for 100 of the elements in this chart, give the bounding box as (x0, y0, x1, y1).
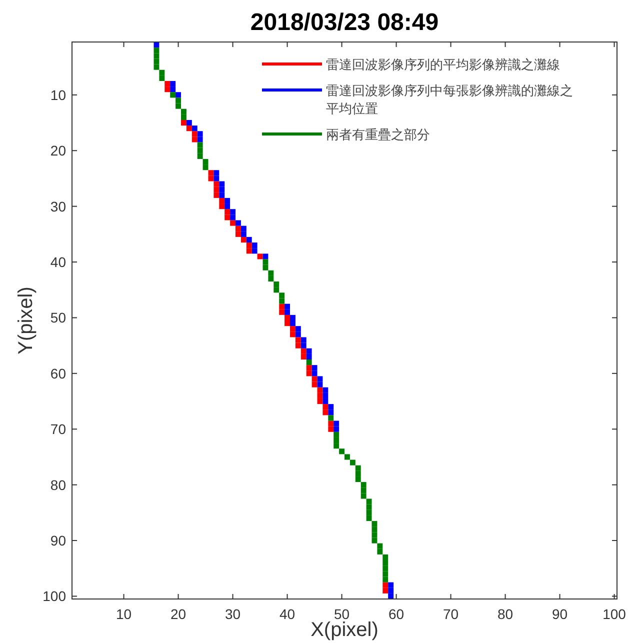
point (366, 510, 372, 516)
point (219, 186, 225, 192)
point (334, 437, 340, 444)
chart-title: 2018/03/23 08:49 (250, 9, 439, 36)
point (295, 332, 301, 338)
point (214, 181, 220, 187)
point (208, 176, 214, 182)
x-tick-label: 70 (442, 606, 459, 622)
point (372, 538, 378, 544)
point (246, 236, 252, 243)
point (382, 588, 388, 594)
point (176, 92, 181, 98)
point (154, 48, 160, 54)
point (300, 354, 306, 360)
x-tick-label: 30 (224, 606, 241, 622)
x-tick-label: 90 (552, 606, 568, 622)
x-tick-label: 50 (334, 606, 350, 622)
point (219, 198, 225, 204)
point (382, 554, 388, 560)
point (377, 548, 383, 554)
y-tick-label: 40 (50, 254, 66, 270)
x-tick-label: 80 (497, 606, 514, 622)
point (164, 86, 170, 92)
point (214, 186, 220, 192)
legend-label: 兩者有重疊之部分 (326, 127, 430, 142)
point (295, 337, 301, 343)
point (360, 482, 366, 488)
point (312, 365, 318, 371)
point (224, 204, 230, 210)
point (382, 576, 388, 582)
point (306, 348, 312, 354)
point (230, 220, 236, 226)
point (360, 493, 366, 499)
point (252, 248, 258, 254)
point (202, 164, 208, 170)
point (382, 571, 388, 577)
point (274, 282, 280, 288)
point (334, 420, 340, 426)
point (290, 332, 296, 338)
point (317, 387, 323, 393)
point (224, 198, 230, 204)
point (219, 181, 225, 187)
point (246, 248, 252, 254)
point (328, 410, 334, 416)
point (350, 460, 356, 466)
point (328, 426, 334, 432)
y-tick-label: 50 (50, 310, 66, 326)
point (295, 326, 301, 332)
point (279, 309, 285, 315)
point (219, 192, 225, 198)
point (197, 148, 203, 154)
point (154, 64, 160, 70)
y-tick-label: 100 (42, 588, 66, 604)
point (192, 126, 198, 132)
legend-label: 雷達回波影像序列中每張影像辨識的灘線之平均位置 (326, 83, 573, 116)
point (306, 359, 312, 366)
point (279, 292, 285, 298)
point (372, 521, 378, 527)
point (306, 370, 312, 376)
point (236, 220, 241, 226)
point (224, 209, 230, 215)
point (186, 120, 192, 126)
y-tick-label: 60 (50, 365, 66, 382)
point (214, 192, 220, 198)
point (279, 304, 285, 310)
y-tick-label: 10 (50, 86, 66, 103)
point (219, 204, 225, 210)
point (236, 226, 241, 232)
point (170, 80, 176, 87)
y-tick-label: 80 (50, 476, 66, 493)
point (366, 515, 372, 522)
point (186, 126, 192, 132)
point (300, 337, 306, 343)
point (192, 131, 198, 137)
point (355, 470, 361, 476)
point (164, 80, 170, 87)
point (197, 142, 203, 148)
point (224, 214, 230, 220)
point (300, 348, 306, 354)
point (366, 504, 372, 510)
point (170, 92, 176, 98)
point (317, 398, 323, 404)
point (372, 532, 378, 538)
point (366, 498, 372, 504)
x-tick-label: 60 (388, 606, 404, 622)
point (208, 170, 214, 176)
point (388, 582, 394, 588)
point (240, 226, 246, 232)
point (268, 270, 274, 276)
point (274, 287, 280, 293)
point (170, 86, 176, 92)
point (334, 426, 340, 432)
point (159, 70, 165, 76)
point (284, 314, 290, 320)
point (360, 488, 366, 494)
point (262, 259, 268, 265)
point (355, 465, 361, 471)
point (240, 236, 246, 243)
legend-label: 雷達回波影像序列的平均影像辨識之灘線 (326, 57, 560, 72)
point (197, 136, 203, 142)
